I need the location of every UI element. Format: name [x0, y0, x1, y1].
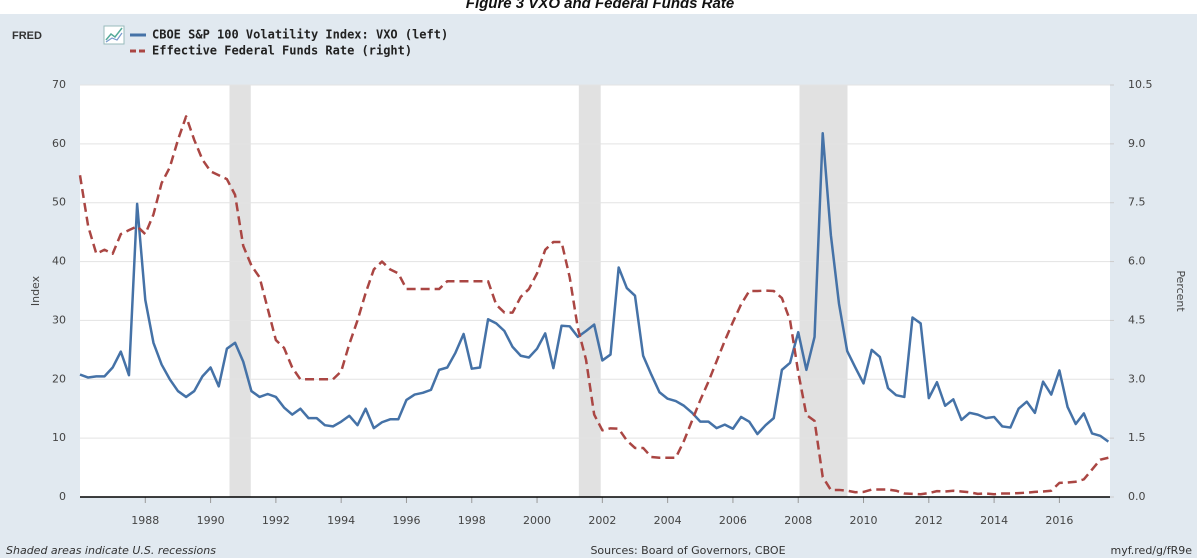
x-tick-label: 2016 [1045, 514, 1073, 527]
x-tick-label: 2002 [588, 514, 616, 527]
y-tick-label: 10 [52, 431, 66, 444]
logo-icon [103, 25, 125, 45]
x-tick-label: 2004 [654, 514, 682, 527]
x-tick-label: 1990 [197, 514, 225, 527]
y2-tick-label: 0.0 [1128, 490, 1146, 503]
x-tick-label: 1988 [131, 514, 159, 527]
recession [229, 85, 251, 497]
x-tick-label: 2010 [850, 514, 878, 527]
x-tick-label: 1994 [327, 514, 355, 527]
x-tick-label: 2000 [523, 514, 551, 527]
y-axis-label: Index [29, 275, 42, 306]
x-tick-label: 2014 [980, 514, 1008, 527]
y2-tick-label: 1.5 [1128, 431, 1146, 444]
y2-tick-label: 10.5 [1128, 78, 1153, 91]
series-line [79, 132, 1110, 443]
y-tick-label: 0 [59, 490, 66, 503]
legend-label: Effective Federal Funds Rate (right) [152, 44, 412, 58]
y2-tick-label: 4.5 [1128, 313, 1146, 326]
y-tick-label: 70 [52, 78, 66, 91]
source: Sources: Board of Governors, CBOE [590, 544, 785, 557]
x-tick-label: 2006 [719, 514, 747, 527]
chart-title: Figure 3 VXO and Federal Funds Rate [466, 0, 734, 12]
y2-tick-label: 7.5 [1128, 196, 1146, 209]
page-top [0, 0, 1197, 14]
x-tick-label: 1998 [458, 514, 486, 527]
x-tick-label: 2008 [784, 514, 812, 527]
x-tick-label: 2012 [915, 514, 943, 527]
y-tick-label: 20 [52, 372, 66, 385]
y2-tick-label: 9.0 [1128, 137, 1146, 150]
series-line [78, 115, 1109, 496]
y-tick-label: 60 [52, 137, 66, 150]
y-tick-label: 50 [52, 196, 66, 209]
y2-axis-label: Percent [1174, 270, 1187, 312]
y2-tick-label: 6.0 [1128, 255, 1146, 268]
recession-note: Shaded areas indicate U.S. recessions [6, 544, 216, 557]
y-tick-label: 30 [52, 313, 66, 326]
link: myf.red/g/fR9e [1110, 544, 1192, 557]
recession [578, 85, 601, 497]
x-tick-label: 1996 [392, 514, 420, 527]
y2-tick-label: 3.0 [1128, 372, 1146, 385]
y-tick-label: 40 [52, 255, 66, 268]
x-tick-label: 1992 [262, 514, 290, 527]
logo: FRED [12, 30, 42, 42]
legend-label: CBOE S&P 100 Volatility Index: VXO (left… [152, 28, 448, 42]
